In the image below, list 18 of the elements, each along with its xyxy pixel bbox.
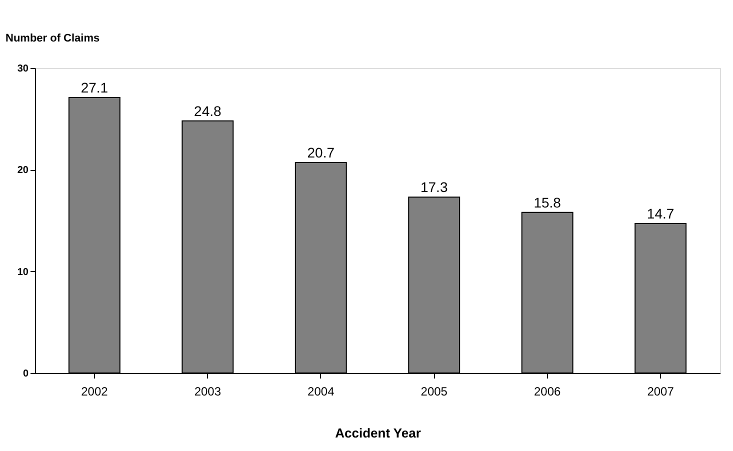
data-label: 20.7 xyxy=(307,144,335,161)
x-tick-label: 2002 xyxy=(81,384,108,398)
y-tick-label: 10 xyxy=(17,266,29,278)
data-label: 17.3 xyxy=(420,179,448,196)
data-label: 27.1 xyxy=(80,79,108,96)
y-axis-title: Number of Claims xyxy=(6,32,100,44)
y-tick-label: 0 xyxy=(22,368,29,380)
x-tick-label: 2007 xyxy=(647,384,674,398)
y-tick-label: 20 xyxy=(17,165,29,176)
x-axis-title: Accident Year xyxy=(335,426,421,440)
x-tick-label: 2004 xyxy=(308,384,335,398)
x-tick-label: 2005 xyxy=(420,384,448,398)
data-label: 14.7 xyxy=(646,206,674,222)
x-tick-label: 2003 xyxy=(194,384,222,398)
y-tick-label: 30 xyxy=(17,64,29,74)
data-label: 15.8 xyxy=(534,194,562,210)
x-tick-label: 2006 xyxy=(534,384,562,398)
data-label: 24.8 xyxy=(194,102,222,119)
